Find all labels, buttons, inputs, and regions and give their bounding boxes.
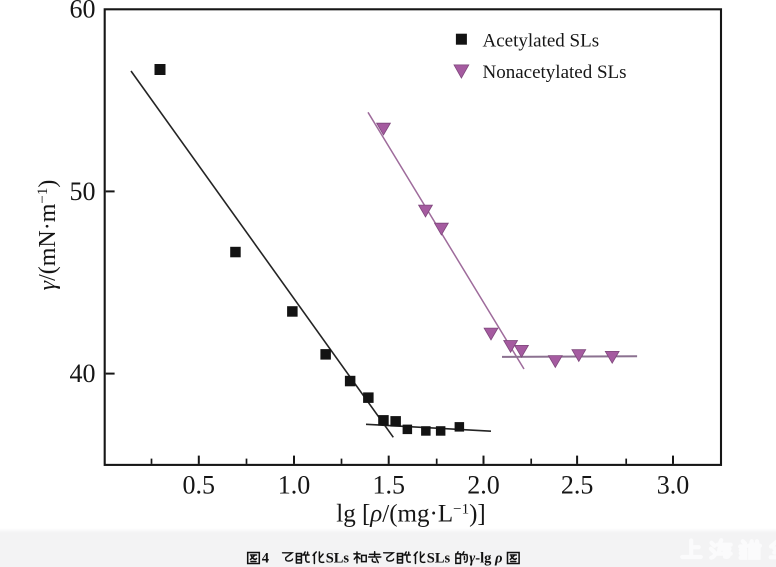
svg-text:3.0: 3.0 xyxy=(657,471,690,500)
svg-text:2.5: 2.5 xyxy=(561,471,594,500)
svg-text:Nonacetylated SLs: Nonacetylated SLs xyxy=(483,62,627,83)
svg-text:50: 50 xyxy=(70,177,96,206)
svg-text:1.5: 1.5 xyxy=(372,471,405,500)
svg-text:1.0: 1.0 xyxy=(278,471,311,500)
svg-text:SLs: SLs xyxy=(326,551,350,567)
svg-text:60: 60 xyxy=(70,0,96,24)
svg-text:4: 4 xyxy=(262,551,269,567)
svg-text:0.5: 0.5 xyxy=(183,471,216,500)
svg-text:γ-lg ρ: γ-lg ρ xyxy=(469,551,502,567)
svg-text:2.0: 2.0 xyxy=(467,471,500,500)
svg-text:40: 40 xyxy=(70,359,96,388)
svg-text:SLs: SLs xyxy=(427,551,451,567)
svg-text:Acetylated SLs: Acetylated SLs xyxy=(483,30,600,51)
